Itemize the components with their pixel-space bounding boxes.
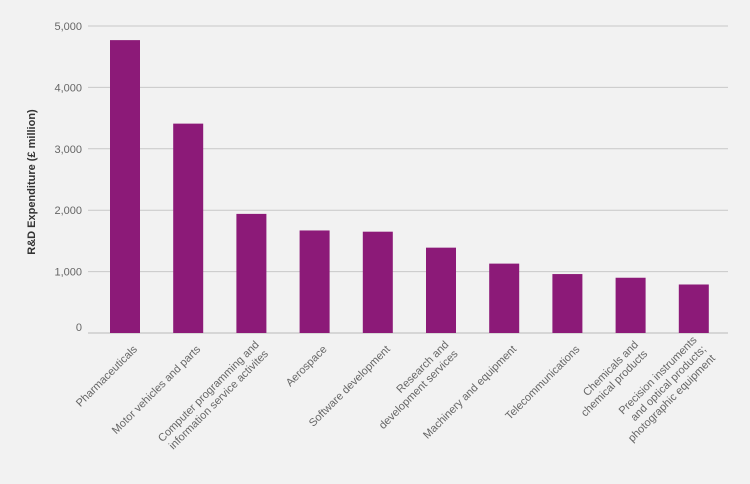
- y-tick-label: 0: [76, 322, 82, 334]
- bar: [362, 231, 393, 333]
- y-tick-label: 2,000: [54, 205, 82, 217]
- x-tick-label: Aerospace: [284, 343, 330, 389]
- bar: [615, 277, 646, 333]
- y-tick-label: 1,000: [54, 267, 82, 279]
- y-axis-title: R&D Expenditure (£ million): [26, 109, 38, 255]
- x-tick-label-line: Pharmaceuticals: [74, 343, 140, 409]
- bars: [110, 40, 709, 333]
- y-tick-label: 4,000: [54, 82, 82, 94]
- y-tick-label: 5,000: [54, 21, 82, 33]
- bar: [173, 123, 204, 333]
- bar: [110, 40, 140, 333]
- bar: [489, 263, 520, 333]
- bar: [236, 213, 267, 333]
- bar: [678, 284, 709, 333]
- x-tick-label: Pharmaceuticals: [74, 343, 140, 409]
- y-axis-ticks: 0 1,000 2,000 3,000 4,000 5,000: [54, 21, 82, 334]
- bar: [426, 247, 456, 333]
- bar: [299, 230, 330, 333]
- x-tick-label-line: Computer programming and: [156, 339, 262, 445]
- bar: [552, 274, 583, 333]
- x-tick-label-line: Aerospace: [284, 343, 330, 389]
- y-tick-label: 3,000: [54, 144, 82, 156]
